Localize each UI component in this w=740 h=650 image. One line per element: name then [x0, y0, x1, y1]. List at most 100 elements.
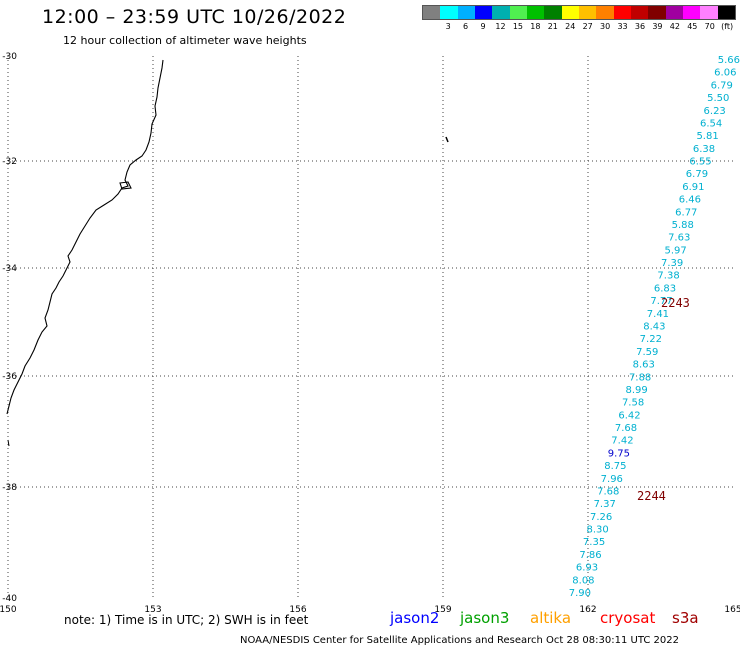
legend-swatch	[700, 6, 718, 19]
wave-height-label: 7.90	[569, 588, 591, 599]
legend-label: 36	[634, 22, 646, 31]
legend-swatch	[526, 6, 545, 19]
map-grid	[7, 56, 733, 598]
lon-tick-label: 165	[724, 605, 740, 615]
legend-label: 9	[480, 22, 486, 31]
lat-tick-label: -38	[2, 483, 17, 493]
wave-height-label: 6.42	[618, 410, 640, 421]
legend-swatch	[423, 6, 441, 19]
wave-height-label: 6.79	[686, 169, 708, 180]
legend-label: 3	[445, 22, 451, 31]
observation-track: 5.666.066.795.506.236.545.816.386.556.79…	[569, 55, 740, 599]
lon-tick-label: 159	[434, 605, 451, 615]
coastline	[6, 59, 449, 447]
wave-height-label: 7.35	[583, 537, 605, 548]
wave-height-label: 6.79	[711, 80, 733, 91]
satellite-label: s3a	[672, 609, 699, 627]
legend-swatch	[561, 6, 579, 19]
wave-height-label: 7.37	[594, 499, 616, 510]
wave-height-label: 6.93	[576, 563, 598, 574]
wave-height-label: 7.59	[636, 347, 658, 358]
wave-height-label: 5.97	[665, 245, 687, 256]
coastline-island	[119, 181, 132, 190]
color-scale-legend	[422, 5, 736, 20]
lon-tick-label: 162	[579, 605, 596, 615]
color-scale-labels: 3 6 9 12 15 18 21 24 27 30 33 36 39 42 45 70 (ft)	[422, 22, 736, 31]
wave-height-label: 7.41	[647, 309, 669, 320]
note-text: note: 1) Time is in UTC; 2) SWH is in fe…	[64, 613, 309, 627]
wave-height-label: 6.91	[682, 182, 704, 193]
legend-swatch	[665, 6, 683, 19]
legend-label: 39	[652, 22, 663, 31]
legend-label: 15	[512, 22, 523, 31]
legend-swatch	[648, 6, 666, 19]
wave-height-label: 7.26	[590, 512, 612, 523]
wave-height-label: 7.77	[650, 296, 672, 307]
wave-height-label: 7.22	[640, 334, 662, 345]
legend-label: 6	[463, 22, 469, 31]
wave-height-label: 6.46	[679, 195, 701, 206]
wave-height-label: 8.99	[625, 385, 647, 396]
wave-height-label: 6.54	[700, 118, 722, 129]
wave-height-label: 7.42	[611, 436, 633, 447]
wave-height-label: 8.30	[586, 525, 608, 536]
legend-label: (ft)	[721, 22, 734, 31]
wave-height-label: 6.23	[704, 106, 726, 117]
wave-height-label: 6.83	[654, 283, 676, 294]
wave-height-label: 8.43	[643, 322, 665, 333]
wave-height-label: 7.63	[668, 233, 690, 244]
wave-height-label: 7.86	[579, 550, 601, 561]
coastline-fragment	[7, 439, 10, 447]
credit-text: NOAA/NESDIS Center for Satellite Applica…	[240, 635, 679, 646]
legend-label: 33	[617, 22, 628, 31]
lat-tick-label: -34	[2, 264, 17, 274]
wave-height-label: 8.75	[604, 461, 626, 472]
satellite-label: cryosat	[600, 609, 656, 627]
wave-height-label: 7.58	[622, 398, 644, 409]
legend-label: 12	[495, 22, 506, 31]
wave-height-label: 7.68	[615, 423, 637, 434]
wave-height-label: 7.88	[629, 372, 651, 383]
legend-swatch	[630, 6, 649, 19]
wave-height-label: 7.68	[597, 486, 619, 497]
wave-height-label: 7.38	[657, 271, 679, 282]
wave-height-label: 5.81	[696, 131, 718, 142]
legend-swatch	[596, 6, 614, 19]
legend-label: 24	[565, 22, 576, 31]
lon-tick-label: 150	[0, 605, 17, 615]
legend-swatch	[717, 6, 735, 19]
axis-ticks: 150 153 156 159 162 165 -30 -32 -34 -36 -38 -40	[0, 52, 740, 615]
time-label: 2244	[637, 489, 666, 503]
lon-tick-label: 156	[289, 605, 306, 615]
legend-label: 42	[669, 22, 680, 31]
legend-label: 45	[687, 22, 698, 31]
legend-swatch	[509, 6, 527, 19]
satellite-label: jason2	[390, 609, 440, 627]
lord-howe-island	[445, 136, 449, 143]
satellite-label: altika	[530, 609, 572, 627]
time-label: 2243	[661, 296, 690, 310]
legend-label: 18	[530, 22, 541, 31]
wave-height-label: 6.55	[689, 157, 711, 168]
legend-label: 30	[600, 22, 611, 31]
legend-swatch	[492, 6, 510, 19]
wave-height-label: 8.63	[633, 360, 655, 371]
wave-height-label: 7.39	[661, 258, 683, 269]
wave-height-label: 8.08	[572, 575, 594, 586]
wave-height-label: 9.75	[608, 448, 630, 459]
legend-label: 70	[704, 22, 715, 31]
legend-label: 27	[582, 22, 593, 31]
chart-subtitle: 12 hour collection of altimeter wave hei…	[63, 34, 307, 47]
time-labels: 2243 2244	[637, 296, 690, 503]
coastline-path	[6, 59, 164, 415]
legend-swatch	[578, 6, 597, 19]
lat-tick-label: -32	[2, 157, 17, 167]
legend-swatch	[440, 6, 458, 19]
wave-height-label: 5.66	[718, 55, 740, 66]
lat-tick-label: -36	[2, 372, 17, 382]
legend-swatch	[474, 6, 493, 19]
wave-height-label: 6.77	[675, 207, 697, 218]
lat-tick-label: -30	[2, 52, 17, 62]
wave-height-label: 6.06	[714, 68, 736, 79]
legend-label: 21	[547, 22, 558, 31]
